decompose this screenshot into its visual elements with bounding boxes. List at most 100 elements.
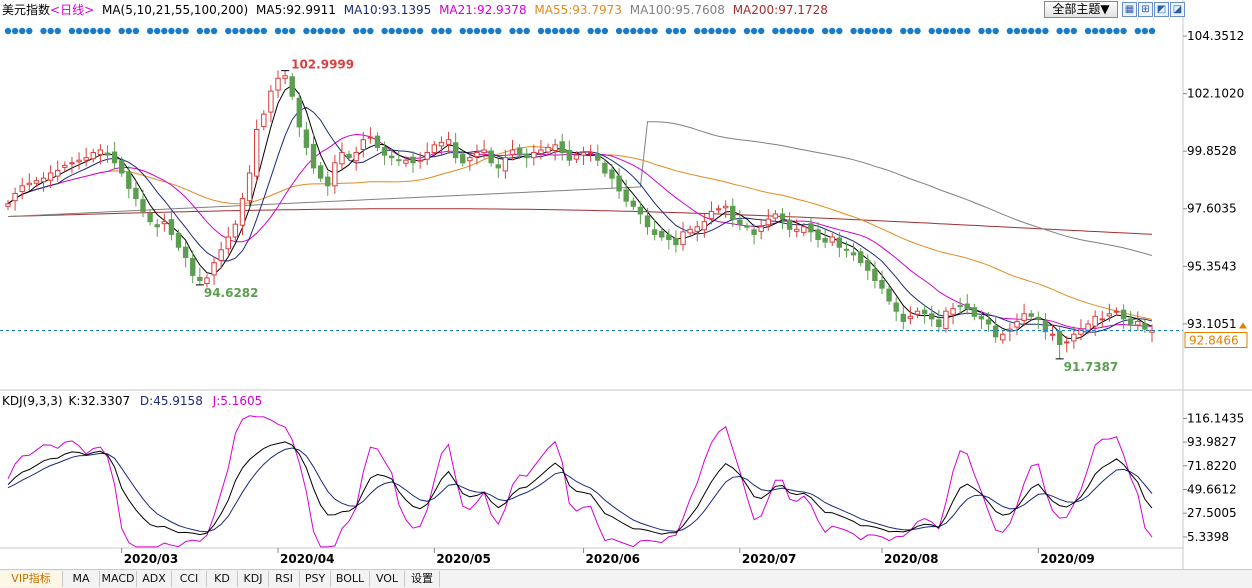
tab-macd[interactable]: MACD <box>100 571 137 587</box>
chart-window-alt-icon[interactable]: ◪ <box>1170 2 1185 17</box>
candle-body <box>659 230 665 238</box>
signal-dot <box>644 27 651 35</box>
tab-kdj[interactable]: KDJ <box>238 571 269 587</box>
signal-dot <box>338 27 346 35</box>
signal-dot <box>615 27 623 35</box>
kdj-header: KDJ(9,3,3) K:32.3307 D:45.9158 J:5.1605 <box>2 393 268 409</box>
theme-select-button[interactable]: 全部主题▼ <box>1044 1 1118 18</box>
instrument-name: 美元指数 <box>2 3 51 17</box>
current-price-box <box>1184 331 1248 348</box>
signal-dot <box>1084 27 1092 35</box>
candle-body <box>140 199 146 212</box>
candle-body <box>488 150 494 164</box>
candle-body <box>396 159 402 162</box>
candle-body <box>268 90 274 113</box>
tab-kd[interactable]: KD <box>207 571 238 587</box>
kdj-tick-label: 49.6612 <box>1187 483 1237 497</box>
candle-body <box>929 313 935 320</box>
candle-body <box>687 228 693 234</box>
tab-psy[interactable]: PSY <box>300 571 331 587</box>
kdj-d-line <box>7 447 1153 533</box>
signal-dot <box>281 27 289 35</box>
signal-dot <box>715 27 722 35</box>
candle-body <box>609 169 615 179</box>
candle-body <box>801 226 807 233</box>
candle-body <box>779 213 786 220</box>
tab-boll[interactable]: BOLL <box>331 571 370 587</box>
candle-body <box>815 229 821 241</box>
tab-vol[interactable]: VOL <box>370 571 405 587</box>
signal-dot <box>175 27 182 35</box>
tab-adx[interactable]: ADX <box>137 571 172 587</box>
tab-settings[interactable]: 设置 <box>405 571 440 587</box>
signal-dot <box>956 27 964 35</box>
signal-dot <box>303 27 310 35</box>
x-tick-label: 2020/07 <box>742 552 796 566</box>
kdj-title[interactable]: KDJ(9,3,3) <box>2 394 63 408</box>
signal-dot <box>289 27 296 35</box>
signal-dot <box>168 27 175 35</box>
signal-dot <box>431 27 438 35</box>
candle-body <box>978 315 985 320</box>
candle-body <box>97 149 104 156</box>
candle-body <box>808 223 814 233</box>
chart-window-icon[interactable]: ◩ <box>1154 2 1169 17</box>
signal-dot <box>360 27 367 35</box>
candle-body <box>211 262 217 276</box>
signal-dot <box>459 27 466 35</box>
candle-body <box>332 162 338 187</box>
signal-dot <box>409 27 417 35</box>
price-tick-label: 95.3543 <box>1187 259 1237 273</box>
signal-dot <box>914 27 921 35</box>
signal-dot <box>161 27 168 35</box>
candle-body <box>154 224 160 228</box>
signal-dot <box>466 27 474 35</box>
ma-label[interactable]: MA(5,10,21,55,100,200) <box>101 3 249 17</box>
candle-body <box>509 149 516 156</box>
grid-icon[interactable]: ▦ <box>1122 2 1137 17</box>
signal-dot <box>551 27 559 35</box>
ma55-line <box>7 145 1153 320</box>
signal-dot <box>637 27 644 35</box>
x-tick-label: 2020/08 <box>884 552 938 566</box>
kdj-tick-label: 27.5005 <box>1187 506 1237 520</box>
tab-cci[interactable]: CCI <box>172 571 207 587</box>
signal-dot <box>509 27 516 35</box>
tab-vip-indicators[interactable]: VIP指标 <box>0 571 63 587</box>
candle-body <box>680 231 686 246</box>
signal-dot <box>722 27 729 35</box>
candle-body <box>346 154 352 159</box>
signal-dot <box>1035 27 1042 35</box>
candle-body <box>971 307 978 317</box>
candle-body <box>701 221 708 231</box>
price-tick-label: 102.1020 <box>1187 87 1244 101</box>
signal-dot <box>928 27 935 35</box>
kdj-tick-label: 5.3398 <box>1187 530 1229 544</box>
candle-body <box>566 149 573 161</box>
tab-rsi[interactable]: RSI <box>269 571 300 587</box>
tab-ma[interactable]: MA <box>63 571 100 587</box>
candle-body <box>751 229 757 235</box>
candle-body <box>19 185 25 192</box>
ma21-line <box>7 133 1153 330</box>
signal-dot <box>310 27 317 35</box>
signal-dot <box>97 27 104 35</box>
candle-body <box>616 175 622 192</box>
signal-dot <box>836 27 843 35</box>
candle-body <box>69 162 75 165</box>
signal-dot <box>1063 27 1070 35</box>
period-label[interactable]: <日线> <box>50 3 95 17</box>
candle-body <box>865 260 871 271</box>
signal-dot <box>104 27 111 35</box>
signal-dot <box>246 27 253 35</box>
signal-dot <box>381 27 388 35</box>
candle-body <box>694 226 700 232</box>
grid-add-icon[interactable]: ⊞ <box>1138 2 1153 17</box>
signal-dot <box>154 27 161 35</box>
candle-body <box>900 313 907 322</box>
candle-body <box>410 156 416 164</box>
candle-body <box>367 136 374 139</box>
candle-body <box>587 152 594 155</box>
signal-dot <box>118 27 125 35</box>
